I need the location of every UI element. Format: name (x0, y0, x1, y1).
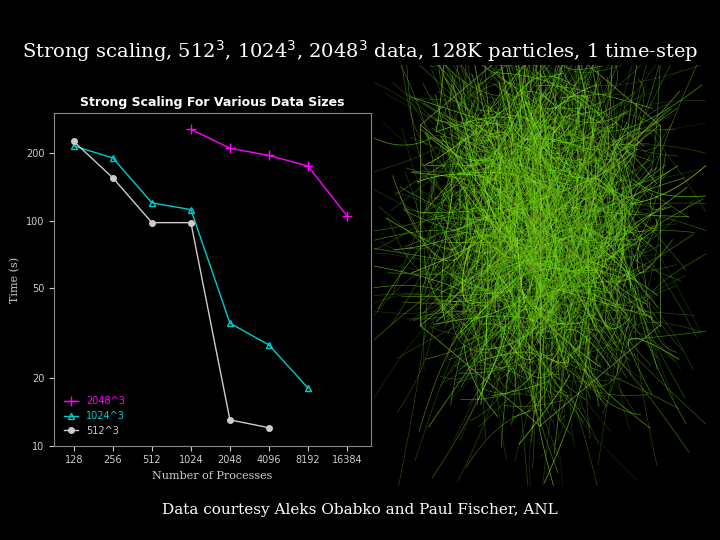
Title: Strong Scaling For Various Data Sizes: Strong Scaling For Various Data Sizes (80, 97, 345, 110)
Legend: 2048^3, 1024^3, 512^3: 2048^3, 1024^3, 512^3 (59, 391, 130, 441)
Y-axis label: Time (s): Time (s) (10, 256, 20, 302)
Text: Data courtesy Aleks Obabko and Paul Fischer, ANL: Data courtesy Aleks Obabko and Paul Fisc… (162, 503, 558, 517)
Text: Strong scaling, 512$^3$, 1024$^3$, 2048$^3$ data, 128K particles, 1 time-step: Strong scaling, 512$^3$, 1024$^3$, 2048$… (22, 38, 698, 64)
X-axis label: Number of Processes: Number of Processes (152, 471, 273, 481)
